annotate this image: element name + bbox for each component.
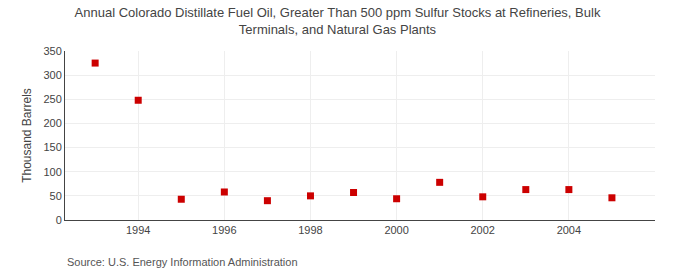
svg-text:100: 100	[43, 166, 61, 178]
svg-text:200: 200	[43, 117, 61, 129]
svg-text:250: 250	[43, 93, 61, 105]
svg-text:1994: 1994	[126, 224, 150, 236]
svg-text:2000: 2000	[384, 224, 408, 236]
svg-text:Thousand Barrels: Thousand Barrels	[20, 88, 34, 183]
svg-text:300: 300	[43, 69, 61, 81]
svg-text:2002: 2002	[470, 224, 494, 236]
svg-text:0: 0	[56, 214, 62, 226]
svg-text:2004: 2004	[557, 224, 581, 236]
svg-text:Annual Colorado Distillate Fue: Annual Colorado Distillate Fuel Oil, Gre…	[75, 5, 601, 37]
svg-text:1998: 1998	[298, 224, 322, 236]
svg-text:50: 50	[50, 190, 62, 202]
svg-text:350: 350	[43, 45, 61, 57]
svg-text:150: 150	[43, 141, 61, 153]
svg-text:1996: 1996	[212, 224, 236, 236]
svg-text:Source: U.S. Energy Informatio: Source: U.S. Energy Information Administ…	[67, 256, 298, 268]
